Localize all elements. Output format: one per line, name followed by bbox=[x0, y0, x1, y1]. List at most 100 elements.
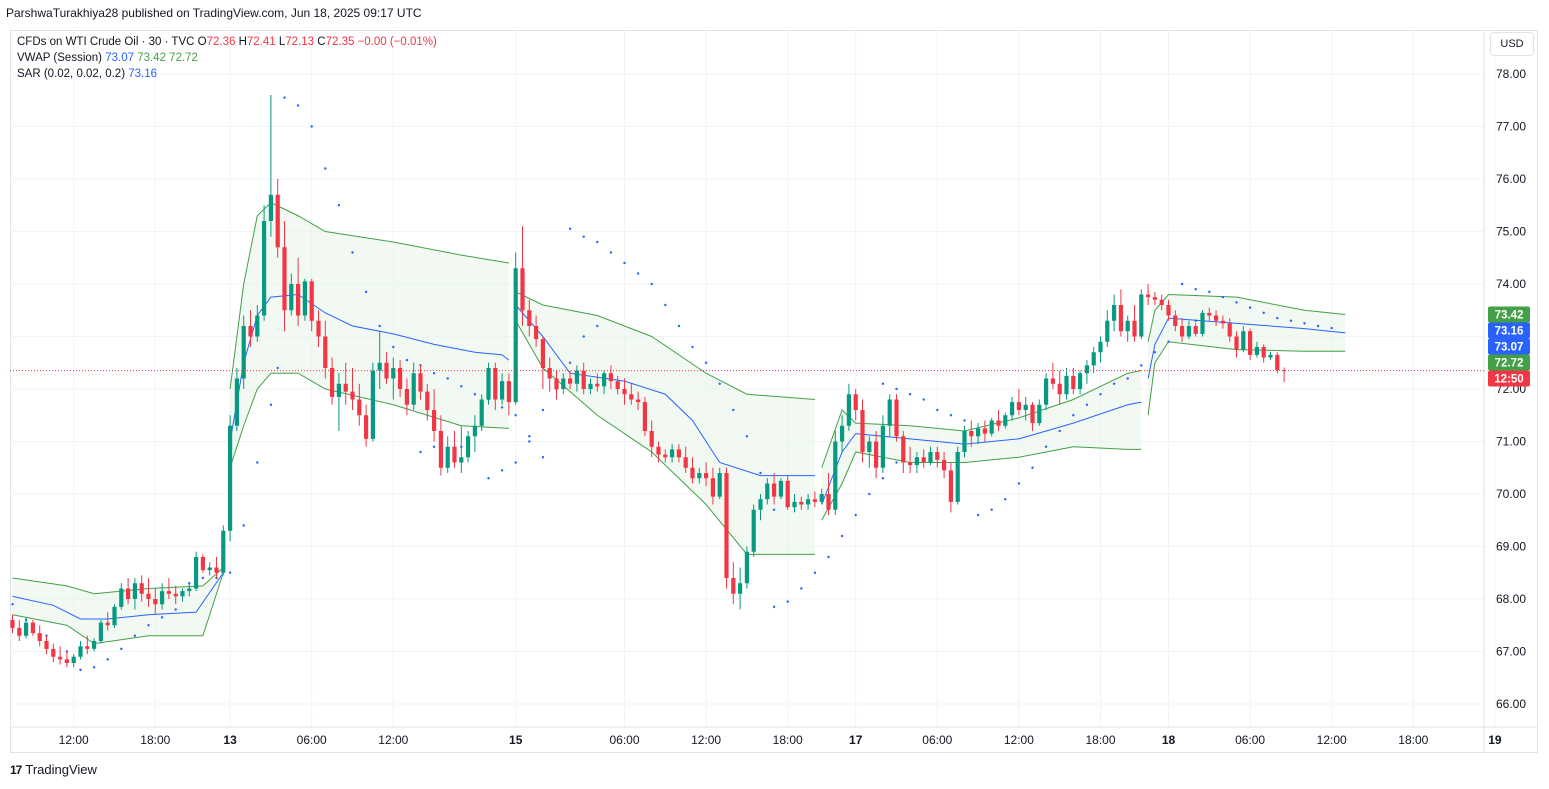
candle bbox=[187, 583, 192, 597]
sar-dot bbox=[514, 414, 517, 417]
chart-frame[interactable] bbox=[10, 30, 1538, 753]
symbol-label[interactable]: CFDs on WTI Crude Oil · 30 · TVC bbox=[17, 36, 195, 48]
candle bbox=[622, 378, 627, 405]
candle bbox=[765, 478, 770, 505]
sar-label: SAR (0.02, 0.02, 0.2) bbox=[17, 68, 126, 80]
candle-body bbox=[636, 399, 641, 403]
candle-body bbox=[724, 473, 729, 578]
sar-dot bbox=[1004, 498, 1007, 501]
candle bbox=[887, 394, 892, 437]
candle-body bbox=[642, 402, 647, 431]
sar-dot bbox=[895, 387, 898, 391]
candle bbox=[540, 336, 545, 389]
candle-body bbox=[200, 557, 205, 571]
candle-body bbox=[1112, 305, 1117, 321]
candle bbox=[1173, 310, 1178, 332]
candle-body bbox=[540, 339, 545, 368]
sar-dot bbox=[1126, 377, 1129, 380]
candle-body bbox=[690, 467, 695, 479]
sar-dot bbox=[351, 251, 354, 254]
candle bbox=[1186, 320, 1191, 340]
candle bbox=[112, 604, 117, 628]
candle bbox=[649, 420, 654, 458]
vwap-legend-row[interactable]: VWAP (Session) 73.07 73.42 72.72 bbox=[17, 50, 437, 66]
candle-body bbox=[112, 606, 117, 626]
candle-body bbox=[1044, 378, 1049, 405]
x-tick-label: 18:00 bbox=[140, 733, 170, 747]
candle bbox=[357, 383, 362, 426]
candle-body bbox=[24, 622, 29, 636]
x-tick-label: 13 bbox=[223, 733, 237, 747]
sar-dot bbox=[759, 471, 762, 475]
x-tick-label: 17 bbox=[849, 733, 863, 747]
candle-body bbox=[398, 368, 403, 389]
axis-layer: 66.0067.0068.0069.0070.0071.0072.0073.00… bbox=[10, 31, 1538, 753]
candle bbox=[391, 357, 396, 400]
sar-legend-row[interactable]: SAR (0.02, 0.02, 0.2) 73.16 bbox=[17, 66, 437, 82]
candle-body bbox=[391, 368, 396, 379]
candle-body bbox=[486, 368, 491, 400]
candle bbox=[234, 368, 239, 431]
candle-body bbox=[160, 591, 165, 605]
sar-dot bbox=[1112, 382, 1116, 385]
candle-body bbox=[350, 391, 355, 400]
candle bbox=[364, 404, 369, 447]
tradingview-footer[interactable]: 17 TradingView bbox=[10, 762, 97, 777]
sar-dot bbox=[732, 408, 735, 412]
sar-dot bbox=[174, 608, 177, 611]
sar-dot bbox=[147, 624, 150, 627]
sar-dot bbox=[636, 272, 640, 275]
candle-body bbox=[1139, 294, 1144, 337]
candle bbox=[942, 452, 947, 479]
vwap-upper-line bbox=[515, 291, 815, 400]
candle-body bbox=[928, 452, 933, 463]
sar-dot bbox=[1248, 306, 1252, 309]
candle bbox=[214, 557, 219, 578]
sar-dot bbox=[868, 492, 871, 496]
low-label: L bbox=[278, 36, 286, 48]
open-value: 72.36 bbox=[206, 36, 236, 48]
candle bbox=[180, 588, 185, 602]
sar-dot bbox=[800, 587, 803, 590]
price-label-bg bbox=[1488, 370, 1530, 387]
candle bbox=[132, 578, 137, 610]
sar-dot bbox=[936, 408, 939, 412]
candle-body bbox=[710, 478, 715, 497]
candle-body bbox=[731, 578, 736, 594]
candle bbox=[472, 415, 477, 452]
vwap-upper-line bbox=[1147, 293, 1346, 342]
candle bbox=[935, 446, 940, 468]
vwap-label: VWAP (Session) bbox=[17, 52, 102, 64]
candle-body bbox=[1261, 347, 1266, 358]
currency-button[interactable]: USD bbox=[1490, 32, 1534, 56]
candle-body bbox=[71, 656, 76, 664]
candle-body bbox=[738, 583, 743, 594]
candle-body bbox=[853, 394, 858, 410]
sar-dot bbox=[473, 393, 477, 396]
candle-body bbox=[581, 370, 586, 389]
candle-body bbox=[173, 593, 178, 597]
candle-body bbox=[1275, 354, 1280, 371]
sar-dot bbox=[405, 358, 409, 362]
candle-body bbox=[860, 410, 865, 452]
sar-dot bbox=[609, 251, 613, 254]
candle bbox=[466, 431, 471, 463]
candle bbox=[826, 473, 831, 515]
candle bbox=[166, 578, 171, 599]
chart-legend: CFDs on WTI Crude Oil · 30 · TVC O72.36 … bbox=[17, 34, 437, 82]
candle-body bbox=[323, 336, 328, 368]
candle bbox=[806, 494, 811, 510]
candle bbox=[595, 373, 600, 392]
close-label: C bbox=[317, 36, 326, 48]
candle bbox=[547, 357, 552, 392]
candle-layer bbox=[10, 95, 1287, 668]
candle bbox=[282, 221, 287, 332]
x-tick-label: 12:00 bbox=[1004, 733, 1034, 747]
candle-body bbox=[1084, 365, 1089, 374]
candle-body bbox=[901, 436, 906, 463]
candle-body bbox=[826, 494, 831, 510]
price-axis-label: 72.72 bbox=[1488, 354, 1530, 371]
candle-body bbox=[255, 315, 260, 337]
candle-body bbox=[758, 499, 763, 510]
